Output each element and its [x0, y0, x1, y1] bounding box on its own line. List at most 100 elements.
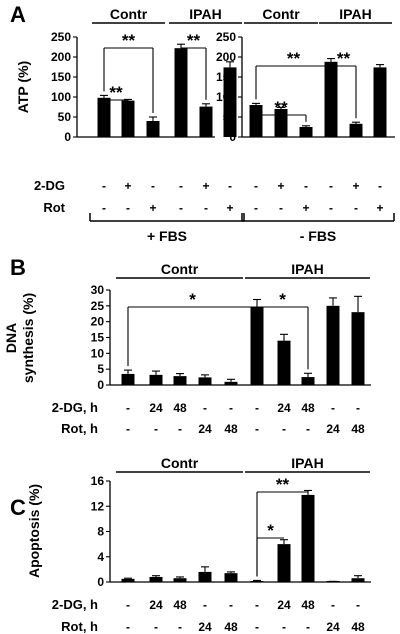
treatment-mark: -: [279, 201, 283, 215]
treatment-mark: -: [356, 401, 360, 415]
bar: [250, 581, 264, 582]
y-tick-label: 8: [97, 525, 104, 539]
treatment-mark: -: [229, 598, 233, 612]
y-tick-label: 12: [91, 499, 105, 513]
treatment-mark: -: [229, 401, 233, 415]
significance-marker: **: [187, 31, 201, 50]
treatment-mark: -: [179, 201, 183, 215]
significance-marker: *: [267, 521, 274, 540]
treatment-mark: 48: [301, 598, 315, 612]
treatment-mark: -: [255, 401, 259, 415]
treatment-mark: +: [202, 179, 209, 193]
treatment-mark: +: [124, 179, 131, 193]
treatment-mark: 48: [301, 401, 315, 415]
bar: [173, 578, 187, 582]
bar: [249, 105, 263, 137]
bar: [224, 573, 238, 582]
y-axis-label: Apoptosis (%): [26, 484, 42, 578]
y-tick-label: 100: [51, 90, 71, 104]
panel-label: C: [10, 495, 26, 520]
y-tick-label: 30: [91, 283, 105, 297]
treatment-mark: -: [203, 598, 207, 612]
treatment-mark: -: [306, 620, 310, 634]
bar: [174, 48, 188, 138]
treatment-mark: -: [178, 620, 182, 634]
treatment-mark: -: [151, 179, 155, 193]
bar: [121, 373, 135, 385]
treatment-row-label: Rot: [43, 200, 65, 215]
bar: [277, 340, 291, 385]
treatment-mark: 48: [351, 422, 365, 436]
y-tick-label: 0: [97, 575, 104, 589]
group-label: IPAH: [291, 261, 323, 277]
treatment-mark: 24: [326, 422, 340, 436]
treatment-mark: 24: [198, 620, 212, 634]
y-tick-label: 150: [51, 70, 71, 84]
y-axis-label: DNAsynthesis (%): [3, 293, 36, 383]
bar: [324, 61, 338, 137]
bar: [326, 305, 340, 385]
group-label: IPAH: [189, 6, 221, 22]
treatment-mark: -: [306, 422, 310, 436]
treatment-mark: -: [102, 201, 106, 215]
bar: [277, 544, 291, 582]
treatment-mark: 48: [351, 620, 365, 634]
significance-marker: **: [274, 98, 288, 117]
treatment-mark: -: [126, 422, 130, 436]
treatment-mark: -: [126, 598, 130, 612]
y-tick-label: 0: [97, 378, 104, 392]
y-tick-label: 200: [216, 50, 236, 64]
bar: [301, 494, 315, 582]
panel-label: A: [10, 2, 26, 27]
bar: [198, 377, 212, 385]
bar: [121, 100, 135, 137]
group-label: Contr: [110, 6, 148, 22]
significance-marker: **: [122, 31, 136, 50]
bar: [199, 106, 213, 137]
treatment-mark: -: [329, 179, 333, 193]
treatment-mark: 48: [224, 422, 238, 436]
treatment-mark: -: [331, 598, 335, 612]
bar: [351, 578, 365, 582]
y-axis-label-line: synthesis (%): [20, 293, 36, 383]
treatment-mark: -: [126, 620, 130, 634]
treatment-mark: +: [352, 179, 359, 193]
bar: [250, 307, 264, 385]
treatment-mark: -: [126, 401, 130, 415]
y-tick-label: 250: [51, 30, 71, 44]
bar: [224, 381, 238, 385]
treatment-mark: +: [376, 201, 383, 215]
y-tick-label: 200: [51, 50, 71, 64]
y-tick-label: 4: [97, 550, 104, 564]
bar: [97, 97, 111, 137]
treatment-mark: -: [255, 598, 259, 612]
treatment-mark: -: [228, 179, 232, 193]
treatment-mark: 48: [173, 401, 187, 415]
treatment-mark: -: [282, 422, 286, 436]
treatment-row-label: 2-DG: [34, 178, 65, 193]
treatment-mark: -: [255, 422, 259, 436]
treatment-mark: 24: [149, 401, 163, 415]
group-label: IPAH: [291, 455, 323, 471]
treatment-mark: +: [149, 201, 156, 215]
y-tick-label: 5: [97, 362, 104, 376]
bar: [274, 109, 288, 137]
treatment-mark: 24: [277, 598, 291, 612]
treatment-row-label: 2-DG, h: [52, 400, 98, 415]
treatment-mark: 48: [173, 598, 187, 612]
treatment-mark: 24: [277, 401, 291, 415]
treatment-mark: 24: [326, 620, 340, 634]
significance-marker: **: [109, 83, 123, 102]
treatment-mark: -: [378, 179, 382, 193]
y-tick-label: 0: [64, 130, 71, 144]
treatment-mark: +: [277, 179, 284, 193]
bar: [198, 571, 212, 582]
treatment-mark: -: [203, 401, 207, 415]
treatment-mark: 24: [149, 598, 163, 612]
treatment-mark: -: [304, 179, 308, 193]
treatment-mark: -: [282, 620, 286, 634]
y-tick-label: 250: [216, 30, 236, 44]
condition-label: + FBS: [147, 228, 187, 244]
treatment-mark: -: [102, 179, 106, 193]
